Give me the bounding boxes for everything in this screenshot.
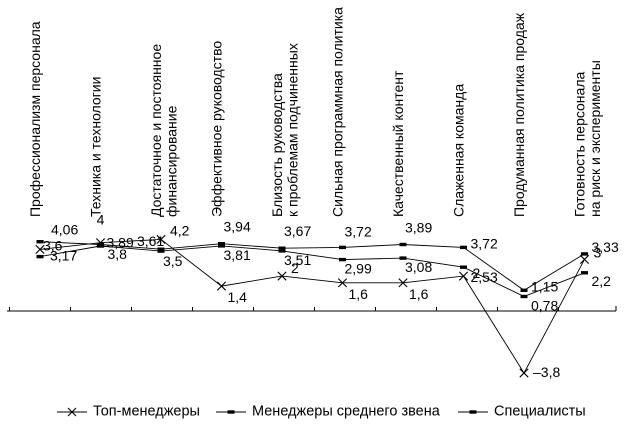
svg-text:3,94: 3,94 [224,219,251,235]
svg-text:финансирование: финансирование [164,105,180,217]
svg-text:0,78: 0,78 [531,298,558,314]
svg-text:4,06: 4,06 [51,222,78,238]
svg-text:Профессионализм персонала: Профессионализм персонала [27,21,43,217]
svg-text:2,2: 2,2 [592,273,612,289]
svg-text:3,5: 3,5 [163,253,183,269]
svg-text:Менеджеры среднего звена: Менеджеры среднего звена [252,404,441,420]
svg-text:3,51: 3,51 [284,252,311,268]
svg-text:Продуманная политика продаж: Продуманная политика продаж [511,12,527,217]
svg-text:1,15: 1,15 [531,278,558,294]
svg-text:Качественный контент: Качественный контент [390,70,406,217]
svg-text:Сильная программная политика: Сильная программная политика [330,7,346,217]
svg-text:3,72: 3,72 [345,223,372,239]
svg-text:Близость руководства: Близость руководства [269,73,285,217]
svg-text:3,8: 3,8 [108,246,128,262]
svg-text:Достаточное и постоянное: Достаточное и постоянное [148,44,164,217]
svg-text:4: 4 [97,212,105,228]
svg-text:на риск и эксперименты: на риск и эксперименты [587,60,603,217]
svg-text:1,6: 1,6 [349,286,369,302]
svg-text:3,61: 3,61 [137,233,164,249]
svg-text:4,2: 4,2 [170,222,190,238]
svg-text:1,4: 1,4 [228,289,248,305]
svg-text:Топ-менеджеры: Топ-менеджеры [93,404,200,420]
svg-text:Слаженная команда: Слаженная команда [451,84,467,217]
svg-text:3,67: 3,67 [284,223,311,239]
svg-text:Эффективное руководство: Эффективное руководство [209,41,225,217]
svg-text:1,6: 1,6 [409,286,429,302]
svg-text:Техника и технологии: Техника и технологии [88,77,104,217]
svg-text:3,81: 3,81 [224,247,251,263]
svg-text:Готовность персонала: Готовность персонала [572,72,588,217]
svg-text:3,17: 3,17 [50,248,77,264]
svg-text:3,89: 3,89 [405,220,432,236]
svg-text:к проблемам подчиненных: к проблемам подчиненных [285,43,301,217]
svg-text:2,53: 2,53 [471,269,498,285]
svg-text:3,08: 3,08 [405,259,432,275]
svg-text:–3,8: –3,8 [533,364,560,380]
svg-text:2,99: 2,99 [345,261,372,277]
svg-text:Специалисты: Специалисты [494,404,586,420]
svg-text:3,33: 3,33 [592,239,619,255]
svg-text:3,72: 3,72 [471,235,498,251]
